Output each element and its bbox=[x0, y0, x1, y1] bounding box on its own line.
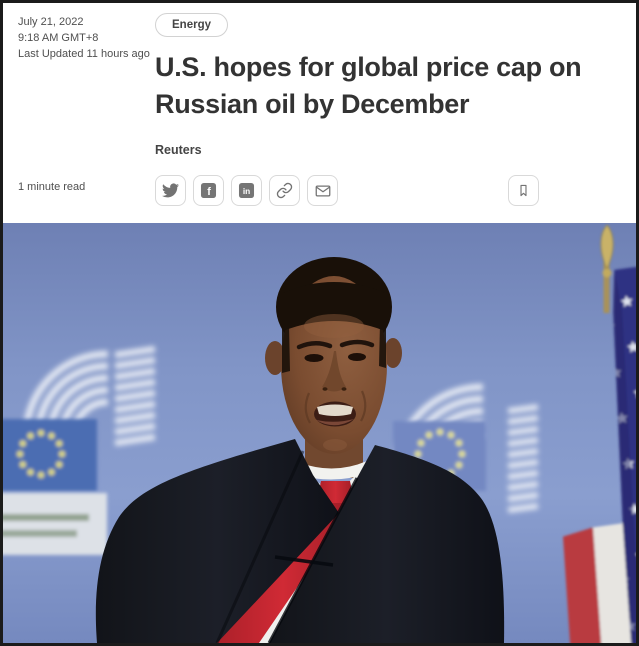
publish-date: July 21, 2022 bbox=[18, 16, 84, 28]
speaker bbox=[95, 257, 505, 643]
email-icon bbox=[315, 184, 330, 197]
twitter-icon bbox=[162, 183, 179, 198]
share-buttons: f in bbox=[155, 175, 338, 206]
linkedin-icon: in bbox=[238, 182, 255, 199]
category-pill[interactable]: Energy bbox=[155, 13, 228, 37]
twitter-share-button[interactable] bbox=[155, 175, 186, 206]
copy-link-button[interactable] bbox=[269, 175, 300, 206]
eu-emblem-left bbox=[3, 419, 97, 491]
byline: Reuters bbox=[155, 143, 202, 157]
headline: U.S. hopes for global price cap on Russi… bbox=[155, 52, 582, 119]
save-article-button[interactable] bbox=[508, 175, 539, 206]
publish-time: 9:18 AM GMT+8 bbox=[18, 32, 99, 44]
facebook-share-button[interactable]: f bbox=[193, 175, 224, 206]
svg-text:in: in bbox=[243, 186, 250, 196]
facebook-icon: f bbox=[200, 182, 217, 199]
svg-text:f: f bbox=[207, 186, 211, 198]
flag-finial bbox=[600, 224, 614, 313]
us-flag bbox=[562, 224, 636, 643]
article-photo bbox=[3, 223, 636, 643]
email-share-button[interactable] bbox=[307, 175, 338, 206]
backdrop-sign bbox=[3, 493, 107, 555]
publish-meta: July 21, 2022 9:18 AM GMT+8 Last Updated… bbox=[18, 14, 153, 62]
linkedin-share-button[interactable]: in bbox=[231, 175, 262, 206]
link-icon bbox=[276, 182, 293, 199]
photo-illustration bbox=[3, 223, 636, 643]
last-updated: Last Updated 11 hours ago bbox=[18, 48, 150, 60]
read-time: 1 minute read bbox=[18, 181, 86, 193]
bookmark-icon bbox=[520, 184, 527, 197]
